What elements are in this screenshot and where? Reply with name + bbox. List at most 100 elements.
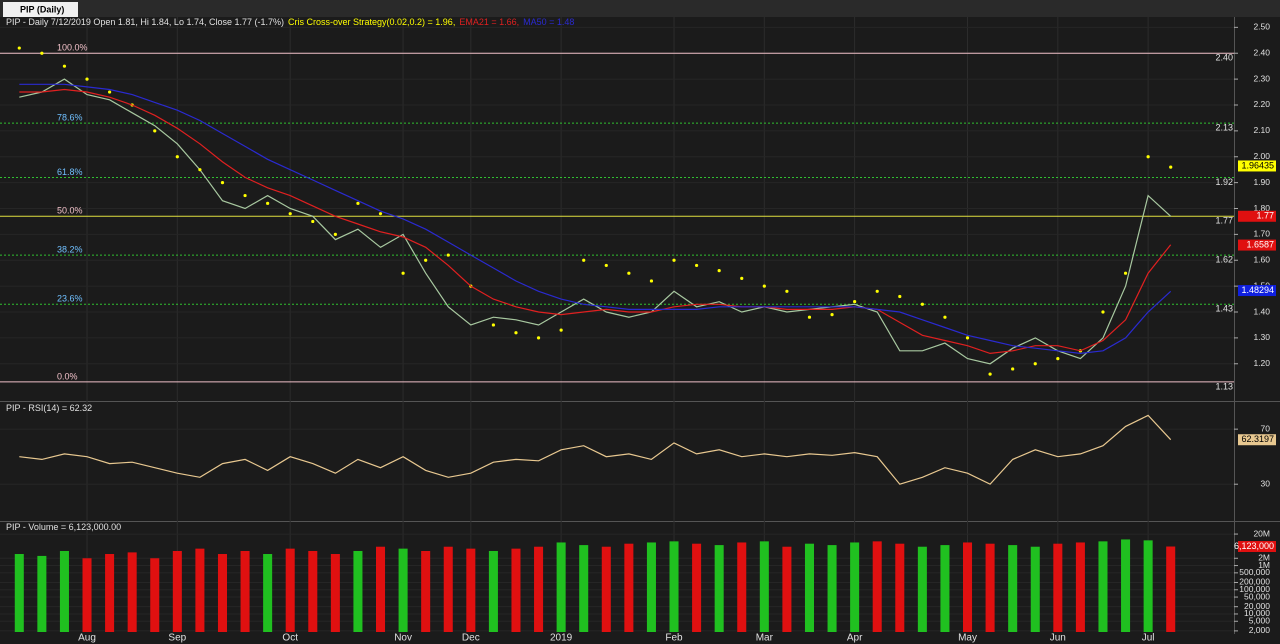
sar-dot	[311, 219, 315, 224]
volume-bar	[692, 543, 702, 632]
y-tick-label: 1.60	[1253, 255, 1270, 265]
volume-bar	[624, 543, 634, 632]
volume-bar	[1143, 540, 1153, 632]
x-tick-label: Feb	[665, 633, 683, 644]
volume-bar	[1008, 545, 1018, 632]
y-tick-label: 2.30	[1253, 73, 1270, 83]
volume-bar	[1053, 543, 1063, 632]
fib-value-label: 1.43	[1215, 304, 1233, 314]
volume-bar	[737, 542, 747, 632]
sar-dot	[1056, 356, 1060, 361]
volume-bar	[895, 543, 905, 632]
y-tick-label: 50,000	[1244, 591, 1270, 601]
x-tick-label: Mar	[756, 633, 774, 644]
volume-bar	[37, 555, 47, 632]
y-tick-label: 2.00	[1253, 151, 1270, 161]
volume-bar	[285, 548, 295, 632]
volume-bar	[782, 546, 792, 632]
volume-bar	[1030, 546, 1040, 632]
sar-dot	[243, 193, 247, 198]
sar-dot	[604, 263, 608, 268]
y-tick-label: 1.70	[1253, 229, 1270, 239]
y-tick-label: 1.30	[1253, 332, 1270, 342]
sar-dot	[785, 289, 789, 293]
sar-dot	[965, 336, 970, 340]
volume-bar	[940, 545, 950, 632]
volume-bar	[601, 546, 611, 632]
volume-bar	[376, 546, 386, 632]
volume-bar	[421, 550, 431, 632]
series-line	[19, 83, 1172, 355]
y-tick-label: 2M	[1258, 553, 1270, 563]
fib-label: 61.8%	[57, 167, 83, 177]
volume-bar	[82, 558, 92, 632]
fib-value-label: 2.40	[1215, 53, 1233, 63]
y-tick-label: 5,000	[1249, 616, 1271, 626]
pane-title: PIP - RSI(14) = 62.32	[6, 403, 92, 413]
volume-bar	[1166, 546, 1176, 632]
volume-bar	[534, 546, 544, 632]
sar-dot	[17, 46, 21, 50]
volume-bar	[150, 558, 160, 632]
fib-label: 100.0%	[57, 43, 88, 53]
y-tick-label: 2.40	[1253, 47, 1270, 57]
sar-dot	[85, 77, 89, 81]
y-tick-label: 1.90	[1253, 177, 1270, 187]
sar-dot	[1033, 362, 1037, 366]
tab-title[interactable]: PIP (Daily)	[20, 4, 64, 14]
tab[interactable]	[3, 2, 78, 17]
fib-value-label: 1.77	[1215, 216, 1233, 226]
volume-bar	[59, 550, 69, 632]
y-tick-label: 2.10	[1253, 125, 1270, 135]
y-tick-label: 500,000	[1239, 567, 1270, 577]
pane-title-text: PIP - Volume = 6,123,000.00	[6, 522, 121, 532]
legend-entry: MA50 = 1.48	[523, 17, 574, 27]
x-tick-label: Apr	[847, 633, 863, 644]
sar-dot	[424, 258, 428, 262]
volume-bar	[217, 554, 227, 632]
last-value-badge	[1238, 160, 1276, 172]
sar-dot	[740, 276, 744, 280]
sar-dot	[717, 269, 721, 273]
volume-bar	[759, 541, 769, 632]
fib-label: 23.6%	[57, 294, 83, 304]
legend-entry: EMA21 = 1.66,	[459, 17, 519, 27]
x-tick-label: Dec	[462, 633, 480, 644]
last-value-label: 1.48294	[1241, 285, 1274, 295]
volume-bar	[353, 550, 363, 632]
y-tick-label: 1M	[1258, 560, 1270, 570]
sar-dot	[1101, 310, 1105, 314]
volume-bar	[556, 542, 566, 632]
volume-bar	[827, 545, 837, 632]
x-tick-label: Jun	[1050, 633, 1066, 644]
sar-dot	[627, 271, 631, 275]
sar-dot	[694, 263, 699, 268]
volume-bar	[511, 548, 521, 632]
y-tick-label: 200,000	[1239, 577, 1270, 587]
x-tick-label: Jul	[1142, 633, 1155, 644]
sar-dot	[491, 323, 496, 327]
pane-title-text: PIP - RSI(14) = 62.32	[6, 403, 92, 413]
sar-dot	[920, 302, 924, 306]
volume-bar	[985, 543, 995, 632]
series-line	[19, 88, 1172, 355]
volume-bar	[646, 542, 656, 632]
fib-label: 50.0%	[57, 206, 83, 216]
sar-dot	[288, 212, 292, 216]
y-tick-label: 2,000	[1249, 625, 1271, 635]
volume-bar	[1121, 539, 1131, 632]
y-tick-label: 1.40	[1253, 306, 1270, 316]
y-tick-label: 20M	[1253, 528, 1270, 538]
fib-value-label: 1.62	[1215, 254, 1233, 264]
legend-entry: Cris Cross-over Strategy(0.02,0.2) = 1.9…	[288, 17, 455, 27]
sar-dot	[446, 253, 450, 257]
volume-bar	[488, 550, 498, 632]
last-value-label: 1.96435	[1241, 160, 1274, 170]
last-value-badge	[1238, 541, 1276, 553]
fib-label: 78.6%	[57, 112, 83, 122]
x-tick-label: 2019	[550, 633, 573, 644]
volume-bar	[443, 546, 453, 632]
fib-label: 0.0%	[57, 371, 78, 381]
